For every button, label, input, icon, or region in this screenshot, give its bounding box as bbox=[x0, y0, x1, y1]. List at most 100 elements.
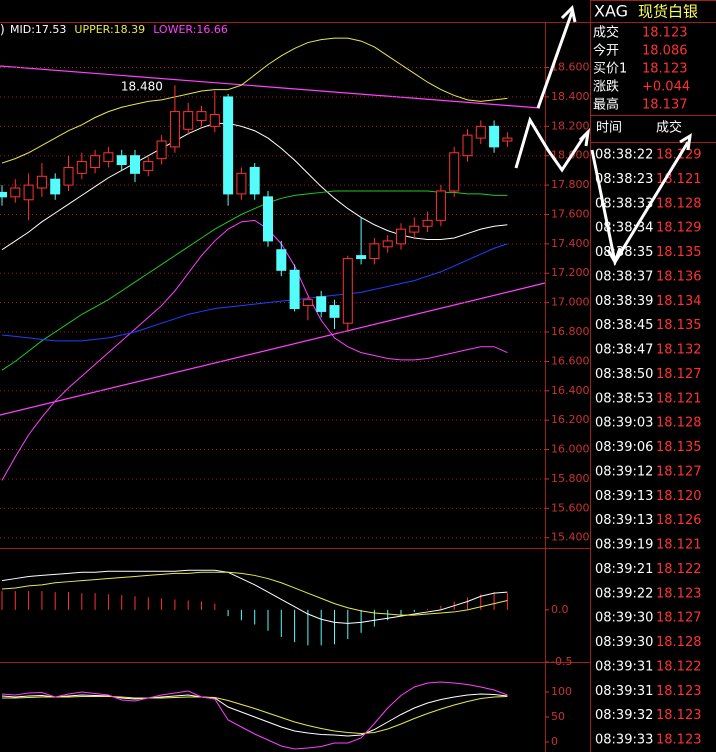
quote-value: 18.086 bbox=[642, 44, 688, 59]
trade-time: 08:39:13 bbox=[595, 513, 653, 528]
trade-time: 08:39:31 bbox=[595, 659, 653, 674]
trade-time: 08:38:22 bbox=[595, 148, 653, 163]
y-tick-label: 17.800 bbox=[551, 178, 590, 191]
trade-price: 18.126 bbox=[656, 513, 702, 528]
quote-label: 涨跌 bbox=[593, 79, 619, 95]
candle-body bbox=[396, 228, 406, 245]
candle-body bbox=[209, 114, 220, 127]
y-tick-label: 0.0 bbox=[551, 603, 569, 616]
trade-time: 08:38:37 bbox=[595, 269, 653, 284]
y-tick-label: 15.800 bbox=[551, 472, 590, 485]
candle-body bbox=[502, 137, 513, 142]
trade-time: 08:39:12 bbox=[595, 464, 653, 479]
y-tick-label: 15.600 bbox=[551, 501, 590, 514]
candle-body bbox=[0, 191, 7, 198]
indicator-prefix: ) bbox=[0, 23, 5, 37]
quote-label: 最高 bbox=[593, 97, 619, 113]
indicator-line bbox=[1, 122, 508, 251]
trade-time: 08:39:03 bbox=[595, 416, 653, 431]
candle-body bbox=[302, 299, 313, 307]
candle-body bbox=[196, 111, 207, 121]
indicator-line bbox=[2, 696, 508, 735]
high-annotation: 18.480 bbox=[121, 80, 163, 94]
trade-time: 08:38:34 bbox=[595, 221, 653, 236]
y-tick-label: 15.400 bbox=[551, 531, 590, 544]
candle-body bbox=[449, 152, 460, 192]
trade-price: 18.123 bbox=[656, 586, 702, 601]
y-tick-label: 16.200 bbox=[551, 413, 590, 426]
y-tick-label: 100 bbox=[551, 685, 572, 698]
quote-value: 18.137 bbox=[642, 98, 688, 113]
trade-price: 18.123 bbox=[656, 708, 702, 723]
candle-body bbox=[23, 184, 34, 201]
candle-body bbox=[289, 269, 300, 310]
trade-price: 18.128 bbox=[656, 416, 702, 431]
candle-body bbox=[263, 196, 273, 242]
trade-time: 08:38:35 bbox=[595, 245, 653, 260]
trade-price: 18.127 bbox=[656, 464, 702, 479]
trade-time: 08:38:53 bbox=[595, 391, 653, 406]
indicator-line bbox=[1, 693, 508, 737]
trade-time: 08:39:21 bbox=[595, 562, 653, 577]
candle-body bbox=[382, 240, 393, 248]
trade-time: 08:39:30 bbox=[595, 611, 653, 626]
candle-body bbox=[489, 125, 500, 148]
y-tick-label: -0.5 bbox=[551, 655, 572, 668]
trade-price: 18.127 bbox=[656, 611, 702, 626]
symbol: XAG bbox=[594, 2, 628, 21]
candle-body bbox=[329, 305, 340, 318]
trade-price: 18.122 bbox=[656, 562, 702, 577]
candle-body bbox=[276, 249, 287, 271]
candle-body bbox=[130, 155, 140, 174]
candle-body bbox=[475, 125, 486, 139]
quote-value: +0.044 bbox=[642, 80, 690, 95]
indicator-label: MID:17.53 bbox=[10, 23, 66, 36]
trade-time: 08:39:06 bbox=[595, 440, 653, 455]
candle-body bbox=[10, 187, 21, 198]
trade-time: 08:39:13 bbox=[595, 489, 653, 504]
y-tick-label: 17.400 bbox=[551, 237, 590, 250]
candle-body bbox=[116, 155, 127, 166]
trade-time: 08:39:31 bbox=[595, 684, 653, 699]
candle-body bbox=[342, 258, 353, 324]
indicator-line bbox=[1, 243, 508, 342]
candle-body bbox=[90, 155, 101, 168]
indicator-line bbox=[1, 190, 508, 371]
candle-body bbox=[223, 96, 234, 195]
quote-label: 成交 bbox=[593, 25, 619, 41]
trade-price: 18.121 bbox=[656, 391, 702, 406]
y-tick-label: 16.800 bbox=[551, 325, 590, 338]
y-tick-label: 16.000 bbox=[551, 443, 590, 456]
indicator-legend: MID:17.53 UPPER:18.39 LOWER:16.66 bbox=[10, 23, 228, 36]
indicator-label: LOWER:16.66 bbox=[153, 23, 228, 36]
trade-time: 08:38:50 bbox=[595, 367, 653, 382]
indicator-label: UPPER:18.39 bbox=[74, 23, 145, 36]
y-tick-label: 16.600 bbox=[551, 354, 590, 367]
symbol-name: 现货白银 bbox=[638, 3, 698, 21]
trade-time: 08:38:23 bbox=[595, 172, 653, 187]
candle-body bbox=[143, 161, 154, 171]
trade-price: 18.121 bbox=[656, 538, 702, 553]
trade-time: 08:39:22 bbox=[595, 586, 653, 601]
candle-body bbox=[462, 134, 473, 157]
trade-price: 18.135 bbox=[656, 440, 702, 455]
trade-price: 18.134 bbox=[656, 294, 702, 309]
trade-time: 08:38:39 bbox=[595, 294, 653, 309]
trade-time: 08:39:30 bbox=[595, 635, 653, 650]
hand-drawn-arrows bbox=[514, 4, 692, 267]
quote-label: 今开 bbox=[593, 43, 619, 59]
y-tick-label: 18.400 bbox=[551, 90, 590, 103]
candle-body bbox=[409, 225, 420, 233]
trade-price: 18.123 bbox=[656, 684, 702, 699]
quote-value: 18.123 bbox=[642, 62, 688, 77]
y-tick-label: 17.200 bbox=[551, 266, 590, 279]
trade-time: 08:39:33 bbox=[595, 733, 653, 748]
trade-price: 18.129 bbox=[656, 221, 702, 236]
trade-time: 08:39:19 bbox=[595, 538, 653, 553]
trades-header: 成交 bbox=[656, 120, 682, 136]
candle-body bbox=[316, 296, 327, 312]
y-tick-label: 0 bbox=[551, 735, 558, 748]
candle-body bbox=[103, 152, 114, 163]
